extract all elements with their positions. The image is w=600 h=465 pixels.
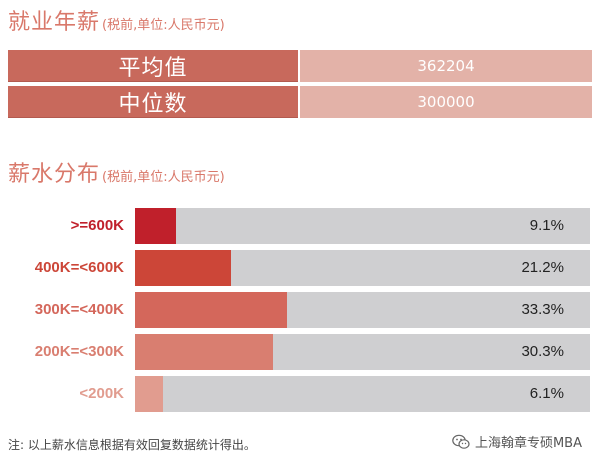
distribution-title-text: 薪水分布 — [8, 162, 101, 187]
distribution-row: 300K=<400K 33.3% — [0, 292, 600, 328]
bar — [135, 376, 163, 412]
salary-section-title: 就业年薪 (税前,单位:人民币元) — [8, 4, 225, 36]
watermark-text: 上海翰章专硕MBA — [474, 436, 582, 451]
bar-value-label: 21.2% — [521, 259, 564, 276]
salary-table: 平均值 362204 中位数 300000 — [8, 50, 592, 122]
bar — [135, 334, 273, 370]
bar-value-label: 30.3% — [521, 343, 564, 360]
category-label: 300K=<400K — [34, 301, 124, 318]
distribution-row: <200K 6.1% — [0, 376, 600, 412]
distribution-row: 400K=<600K 21.2% — [0, 250, 600, 286]
bar-value-label: 6.1% — [529, 385, 564, 402]
bar-track: 6.1% — [135, 376, 590, 412]
distribution-row: 200K=<300K 30.3% — [0, 334, 600, 370]
bar-value-label: 33.3% — [521, 301, 564, 318]
salary-value: 362204 — [300, 50, 592, 82]
watermark: 上海翰章专硕MBA — [452, 432, 582, 451]
bar-value-label: 9.1% — [529, 217, 564, 234]
distribution-section-title: 薪水分布 (税前,单位:人民币元) — [8, 156, 225, 188]
bar-track: 21.2% — [135, 250, 590, 286]
salary-title-unit: (税前,单位:人民币元) — [102, 18, 225, 33]
bar-track: 33.3% — [135, 292, 590, 328]
category-label: 400K=<600K — [34, 259, 124, 276]
footnote: 注: 以上薪水信息根据有效回复数据统计得出。 — [8, 438, 256, 452]
bar-track: 30.3% — [135, 334, 590, 370]
distribution-title-unit: (税前,单位:人民币元) — [102, 170, 225, 185]
category-label: <200K — [79, 385, 124, 402]
bar — [135, 208, 176, 244]
wechat-icon — [452, 434, 470, 449]
bar-track: 9.1% — [135, 208, 590, 244]
salary-row-median: 中位数 300000 — [8, 86, 592, 118]
bar — [135, 292, 287, 328]
salary-label: 中位数 — [8, 86, 298, 118]
category-label: >=600K — [70, 217, 124, 234]
salary-label: 平均值 — [8, 50, 298, 82]
category-label: 200K=<300K — [34, 343, 124, 360]
salary-value: 300000 — [300, 86, 592, 118]
salary-row-mean: 平均值 362204 — [8, 50, 592, 82]
distribution-row: >=600K 9.1% — [0, 208, 600, 244]
bar — [135, 250, 231, 286]
salary-title-text: 就业年薪 — [8, 10, 101, 35]
